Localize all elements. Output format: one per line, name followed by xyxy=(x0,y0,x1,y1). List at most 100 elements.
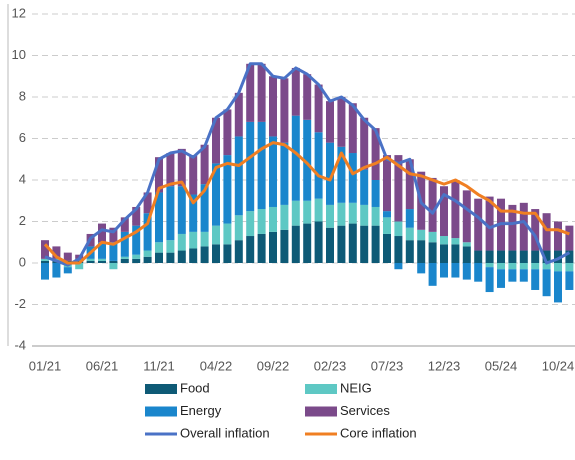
legend-swatch xyxy=(305,384,337,394)
bar-segment xyxy=(86,258,95,261)
bar-segment xyxy=(326,227,334,263)
bar-segment xyxy=(291,67,300,116)
bar-segment xyxy=(508,250,517,263)
bar-segment xyxy=(234,92,243,137)
bar-segment xyxy=(143,256,152,263)
bar-segment xyxy=(394,155,403,222)
bar-segment xyxy=(383,233,391,263)
bar-segment xyxy=(98,242,106,259)
legend-swatch xyxy=(145,384,177,394)
bar-segment xyxy=(451,238,460,245)
bar-segment xyxy=(269,231,277,263)
bar-segment xyxy=(280,204,289,230)
bar-segment xyxy=(565,263,574,272)
bar-segment xyxy=(314,198,323,222)
bar-segment xyxy=(269,206,277,232)
bar-segment xyxy=(326,101,334,143)
bar-segment xyxy=(383,217,391,234)
bar-segment xyxy=(269,136,277,207)
bar-segment xyxy=(519,202,528,251)
bar-segment xyxy=(166,240,175,253)
bar-segment xyxy=(314,132,323,199)
bar-segment xyxy=(314,221,323,263)
bar-segment xyxy=(531,269,540,290)
bar-segment xyxy=(132,206,141,226)
x-tick-label: 02/23 xyxy=(314,358,347,373)
bar-segment xyxy=(348,202,357,224)
legend: Food NEIG Energy Services Overall inflation C… xyxy=(145,380,417,440)
bar-segment xyxy=(52,246,61,259)
x-tick-label: 09/22 xyxy=(257,358,290,373)
bar-segment xyxy=(485,196,494,251)
legend-swatch xyxy=(145,406,177,417)
bar-segment xyxy=(337,225,346,263)
bar-segment xyxy=(474,250,483,263)
bar-segment xyxy=(360,169,369,205)
bar-segment xyxy=(257,63,266,122)
bar-segment xyxy=(234,240,243,263)
legend-label: Overall inflation xyxy=(180,425,270,440)
bar-segment xyxy=(519,250,528,263)
bar-segment xyxy=(428,263,437,286)
bar-segment xyxy=(223,109,232,156)
bar-segment xyxy=(189,248,198,263)
bar-segment xyxy=(41,263,49,280)
bar-segment xyxy=(303,74,312,120)
bar-segment xyxy=(451,244,460,263)
bar-segment xyxy=(462,263,471,280)
bar-segment xyxy=(155,192,163,243)
bar-segment xyxy=(246,236,255,263)
bar-segment xyxy=(257,209,266,234)
bar-segment xyxy=(132,258,141,263)
bar-segment xyxy=(417,229,426,241)
bar-segment xyxy=(303,223,312,263)
legend-label: NEIG xyxy=(340,380,372,395)
bar-segment xyxy=(440,244,448,263)
bar-segment xyxy=(428,231,437,243)
bar-segment xyxy=(326,142,334,205)
bar-segment xyxy=(394,236,403,263)
bar-segment xyxy=(383,211,391,218)
bar-segment xyxy=(360,117,369,170)
bar-segment xyxy=(177,148,186,187)
bar-segment xyxy=(246,211,255,237)
bar-segment xyxy=(98,260,106,263)
bar-segment xyxy=(212,244,220,263)
bar-segment xyxy=(360,225,369,263)
bar-segment xyxy=(166,153,175,187)
bar-segment xyxy=(554,250,562,263)
y-tick-label: -2 xyxy=(14,296,26,311)
legend-label: Food xyxy=(180,380,210,395)
y-tick-label: 6 xyxy=(19,130,26,145)
bar-segment xyxy=(508,269,517,282)
bar-segment xyxy=(41,240,49,259)
bar-segment xyxy=(497,269,505,288)
y-tick-label: 8 xyxy=(19,88,26,103)
x-tick-label: 11/21 xyxy=(143,358,175,373)
y-tick-label: 2 xyxy=(19,213,26,228)
legend-label: Energy xyxy=(180,403,222,418)
x-tick-label: 07/23 xyxy=(371,358,404,373)
bar-segment xyxy=(120,231,129,257)
bar-segment xyxy=(291,225,300,263)
bar-segment xyxy=(234,136,243,216)
bar-segment xyxy=(109,242,118,261)
bar-segment xyxy=(405,159,414,210)
bar-segment xyxy=(314,84,323,133)
bar-segment xyxy=(348,103,357,154)
y-tick-label: 10 xyxy=(12,47,26,62)
bar-segment xyxy=(98,258,106,261)
bar-segment xyxy=(189,155,198,195)
y-tick-label: 4 xyxy=(19,171,26,186)
bar-segment xyxy=(371,128,380,180)
bar-segment xyxy=(41,258,49,261)
bar-segment xyxy=(360,204,369,226)
bar-segment xyxy=(337,146,346,203)
bar-segment xyxy=(428,242,437,263)
line xyxy=(43,141,570,265)
bar-segment xyxy=(542,213,551,251)
bar-segment xyxy=(223,244,232,263)
bar-segment xyxy=(269,76,277,137)
bar-segment xyxy=(542,250,551,263)
